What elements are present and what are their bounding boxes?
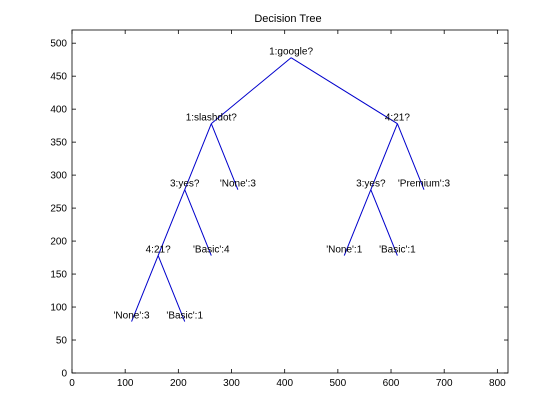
tree-edge bbox=[210, 57, 292, 125]
tree-edge bbox=[370, 123, 398, 190]
y-tick-label: 200 bbox=[50, 237, 67, 248]
x-tick-label: 0 bbox=[69, 378, 75, 389]
tree-edge bbox=[343, 189, 372, 256]
tree-edge bbox=[210, 123, 239, 190]
y-tick-label: 100 bbox=[50, 303, 67, 314]
tree-edge bbox=[290, 57, 398, 125]
tree-node-label: 'None':3 bbox=[114, 311, 151, 322]
tree-node-label: 4:21? bbox=[385, 113, 410, 124]
x-tick-label: 500 bbox=[330, 378, 347, 389]
y-tick-label: 500 bbox=[50, 39, 67, 50]
x-tick-label: 100 bbox=[117, 378, 134, 389]
tree-node-label: 'Premium':3 bbox=[398, 179, 451, 190]
y-tick-label: 450 bbox=[50, 72, 67, 83]
y-tick-label: 0 bbox=[61, 369, 67, 380]
y-tick-label: 250 bbox=[50, 204, 67, 215]
tree-edge bbox=[396, 123, 425, 190]
tree-node-label: 1:google? bbox=[269, 47, 313, 58]
tree-node-label: 'None':1 bbox=[326, 245, 363, 256]
tree-edge bbox=[184, 123, 212, 190]
x-tick-label: 800 bbox=[489, 378, 506, 389]
y-tick-label: 50 bbox=[56, 336, 68, 347]
tree-node-label: 3:yes? bbox=[170, 179, 200, 190]
tree-node-label: 'None':3 bbox=[220, 179, 257, 190]
tree-edge bbox=[157, 255, 186, 322]
tree-node-label: 3:yes? bbox=[356, 179, 386, 190]
tree-node-label: 'Basic':1 bbox=[379, 245, 416, 256]
y-tick-label: 400 bbox=[50, 105, 67, 116]
tree-edge bbox=[184, 189, 212, 256]
chart-title: Decision Tree bbox=[254, 13, 321, 25]
x-tick-label: 200 bbox=[170, 378, 187, 389]
tree-edge bbox=[370, 189, 398, 256]
y-tick-label: 350 bbox=[50, 138, 67, 149]
tree-edges bbox=[131, 57, 425, 322]
tree-node-label: 1:slashdot? bbox=[186, 113, 238, 124]
x-tick-label: 700 bbox=[436, 378, 453, 389]
axes: 0 100 200 300 400 500 600 700 800 0 50 100 150 200 250… bbox=[50, 30, 508, 389]
tree-nodes: 1:google? 1:slashdot? 4:21? 3:yes? 'None':3 3… bbox=[114, 47, 451, 322]
tree-node-label: 'Basic':4 bbox=[193, 245, 230, 256]
tree-edge bbox=[131, 255, 159, 322]
y-tick-label: 150 bbox=[50, 270, 67, 281]
x-tick-label: 600 bbox=[383, 378, 400, 389]
tree-node-label: 'Basic':1 bbox=[166, 311, 203, 322]
x-tick-label: 400 bbox=[276, 378, 293, 389]
tree-edge bbox=[157, 189, 186, 256]
plot-area bbox=[71, 29, 509, 374]
y-tick-label: 300 bbox=[50, 171, 67, 182]
x-tick-label: 300 bbox=[223, 378, 240, 389]
tree-node-label: 4:21? bbox=[146, 245, 171, 256]
